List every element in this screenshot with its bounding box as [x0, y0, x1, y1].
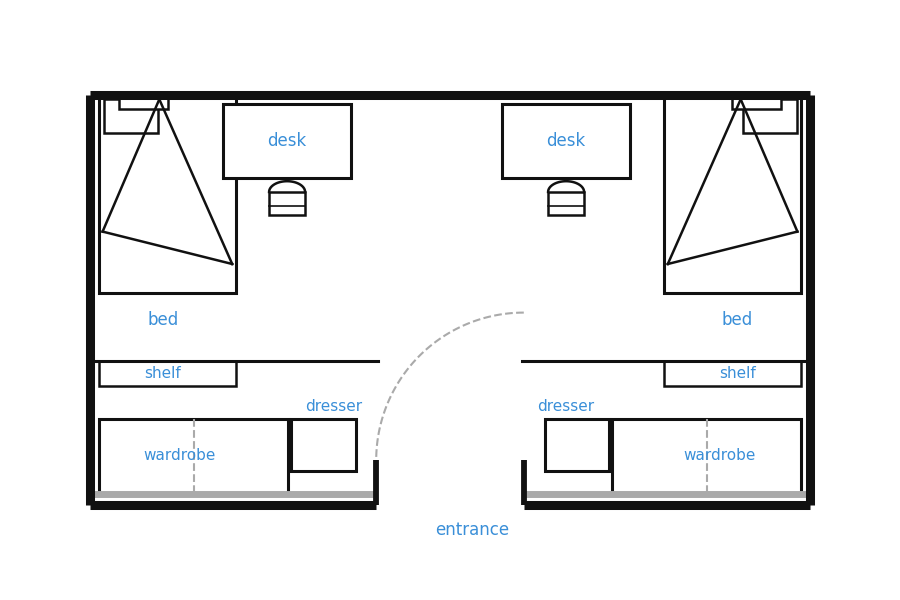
Text: shelf: shelf [145, 366, 181, 382]
Text: entrance: entrance [436, 521, 509, 539]
Bar [104, 99, 158, 133]
Text: shelf: shelf [719, 366, 755, 382]
Bar [291, 419, 356, 471]
Bar [119, 97, 168, 109]
Bar [99, 361, 236, 386]
Text: wardrobe: wardrobe [144, 448, 216, 463]
Text: bed: bed [722, 311, 752, 329]
Bar [548, 192, 584, 215]
Bar [664, 361, 801, 386]
Bar [664, 95, 801, 293]
Text: bed: bed [148, 311, 178, 329]
Text: wardrobe: wardrobe [684, 448, 756, 463]
Text: desk: desk [546, 131, 586, 149]
Bar [502, 104, 630, 178]
Bar [99, 95, 236, 293]
Bar [612, 419, 801, 493]
Text: dresser: dresser [537, 398, 595, 414]
Bar [544, 419, 609, 471]
Bar [269, 192, 305, 215]
Bar [742, 99, 796, 133]
Bar [732, 97, 781, 109]
Bar [99, 419, 288, 493]
Bar [223, 104, 351, 178]
Text: dresser: dresser [305, 398, 363, 414]
Text: desk: desk [267, 131, 307, 149]
